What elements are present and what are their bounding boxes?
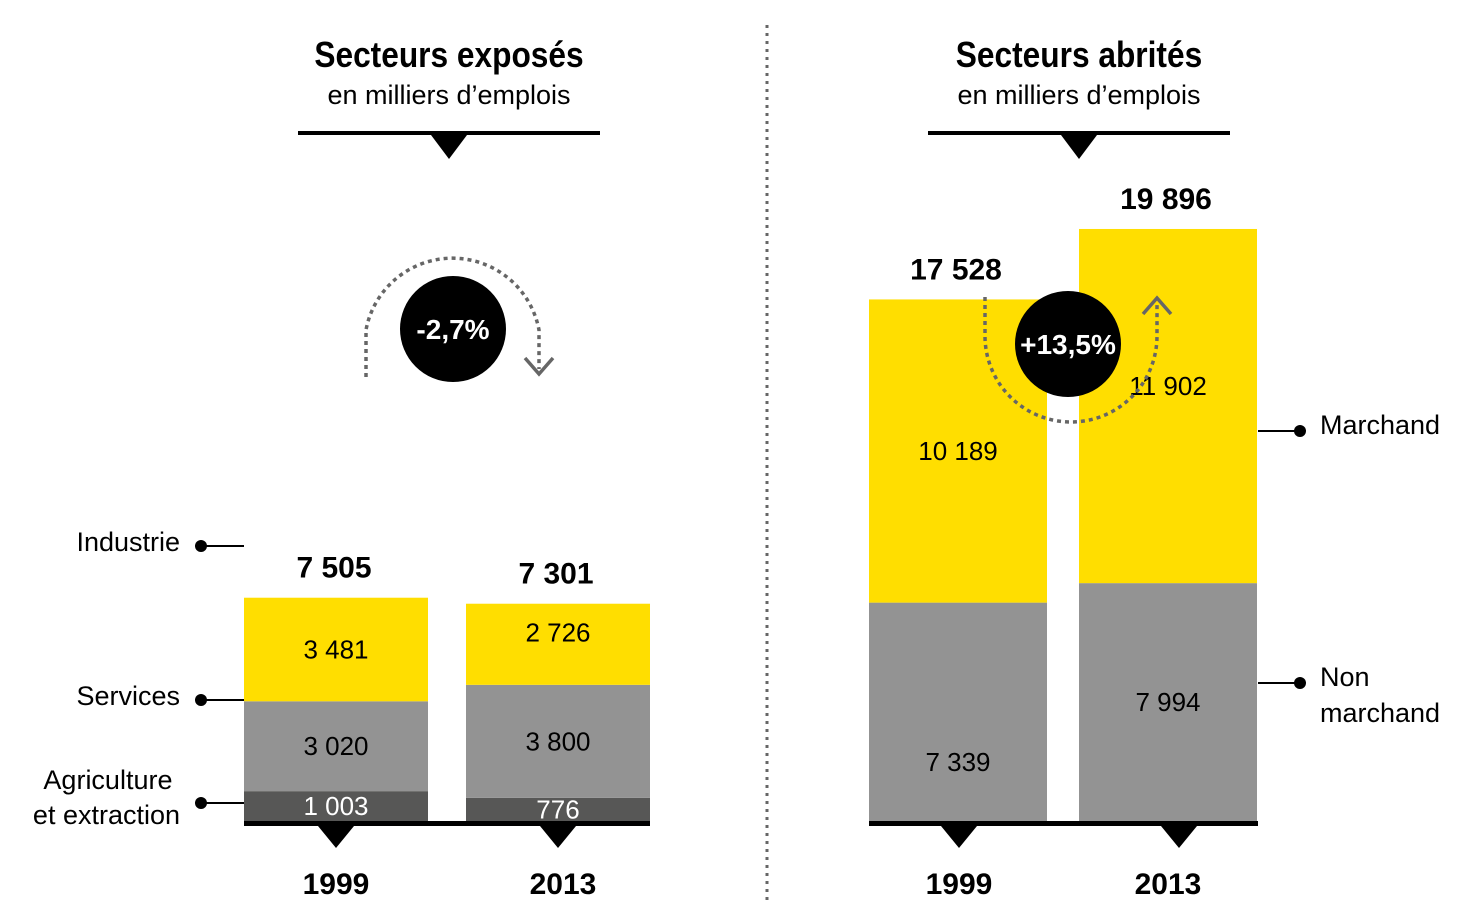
left-chart-subtitle: en milliers d’emplois [327, 80, 570, 110]
legend-label-marchand: Marchand [1320, 410, 1440, 440]
left-header-pointer [431, 135, 467, 159]
right-header-rule [928, 131, 1230, 135]
right-bars: 7 339 10 189 7 994 11 902 17 528 19 896 … [869, 183, 1258, 901]
bar-1999-agriculture [244, 791, 428, 821]
right-legend: Marchand Non marchand [1258, 410, 1440, 728]
legend-label-services: Services [76, 681, 180, 711]
right-tick-2013 [1161, 826, 1197, 848]
bar-2013-industrie [466, 603, 650, 685]
right-chart-title: Secteurs abrités [956, 35, 1202, 75]
bar-1999-non-marchand [869, 602, 1047, 821]
right-change-label: +13,5% [1020, 329, 1116, 360]
total-label-2013: 7 301 [518, 558, 593, 591]
right-header-pointer [1061, 135, 1097, 159]
bar-2013-marchand [1079, 228, 1257, 584]
value-label-2013-agriculture: 776 [536, 794, 579, 824]
value-label-1999-industrie: 3 481 [303, 635, 368, 665]
left-change-arrow-arc [364, 256, 541, 377]
right-change-arrow-head [1141, 295, 1173, 316]
bar-2013-agriculture [466, 797, 650, 821]
left-xtick-2013: 2013 [530, 868, 597, 901]
left-baseline [244, 821, 650, 826]
legend-label-agriculture-line1: Agriculture [43, 765, 172, 795]
value-label-2013-services: 3 800 [525, 726, 590, 756]
value-label-2013-marchand: 11 902 [1129, 371, 1207, 401]
left-change-label: -2,7% [416, 314, 489, 345]
value-label-2013-non-marchand: 7 994 [1135, 687, 1200, 717]
bar-2013-services [466, 684, 650, 798]
value-label-1999-agriculture: 1 003 [303, 791, 368, 821]
left-change-indicator: -2,7% [364, 256, 555, 382]
bar-1999-industrie [244, 597, 428, 702]
legend-label-industrie: Industrie [76, 527, 180, 557]
total-label-1999: 7 505 [296, 552, 371, 585]
left-panel-header: Secteurs exposés en milliers d’emplois [298, 35, 600, 159]
legend-label-non-marchand-line1: Non [1320, 662, 1370, 692]
right-change-badge [1015, 291, 1121, 397]
value-label-1999-services: 3 020 [303, 731, 368, 761]
right-tick-1999 [941, 826, 977, 848]
total-label-2013-abrites: 19 896 [1120, 183, 1212, 216]
bar-1999-services [244, 701, 428, 792]
right-panel-header: Secteurs abrités en milliers d’emplois [928, 35, 1230, 159]
left-header-rule [298, 131, 600, 135]
legend-label-non-marchand-line2: marchand [1320, 698, 1440, 728]
left-chart-title: Secteurs exposés [314, 35, 583, 75]
right-chart-subtitle: en milliers d’emplois [957, 80, 1200, 110]
bar-2013-non-marchand [1079, 583, 1257, 821]
left-change-badge [400, 276, 506, 382]
legend-label-agriculture-line2: et extraction [33, 800, 180, 830]
value-label-1999-marchand: 10 189 [918, 436, 998, 466]
value-label-1999-non-marchand: 7 339 [925, 747, 990, 777]
total-label-1999-abrites: 17 528 [910, 253, 1002, 286]
value-label-2013-industrie: 2 726 [525, 617, 590, 647]
left-bars: 1 003 3 020 3 481 776 3 800 2 726 7 505 … [244, 552, 650, 901]
left-tick-1999 [318, 826, 354, 848]
left-xtick-1999: 1999 [303, 868, 370, 901]
legend-label-non-marchand: Non marchand [1320, 662, 1440, 728]
legend-label-agriculture: Agriculture et extraction [33, 765, 180, 830]
left-tick-2013 [540, 826, 576, 848]
right-baseline [869, 821, 1258, 826]
right-change-indicator: +13,5% [983, 291, 1173, 424]
legend-dot-marchand [1294, 425, 1306, 437]
legend-dot-non-marchand [1294, 677, 1306, 689]
left-change-arrow-head [523, 356, 555, 377]
right-xtick-1999: 1999 [926, 868, 993, 901]
right-xtick-2013: 2013 [1135, 868, 1202, 901]
left-legend: Industrie Services Agriculture et extrac… [33, 527, 244, 830]
right-change-arrow-arc [983, 297, 1159, 424]
